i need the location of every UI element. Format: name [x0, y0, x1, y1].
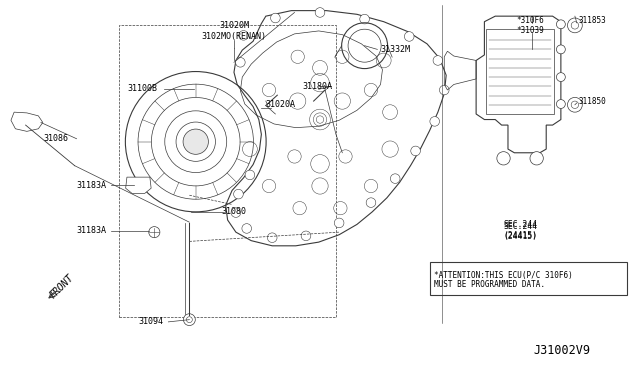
Bar [429, 262, 627, 295]
Text: 31100B: 31100B [127, 84, 157, 93]
Bar [486, 29, 554, 114]
Text: 31094: 31094 [139, 317, 164, 326]
Circle shape [440, 85, 449, 95]
Circle shape [404, 32, 414, 41]
Circle shape [239, 31, 248, 40]
Text: 31183A: 31183A [77, 182, 106, 190]
Circle shape [148, 227, 160, 238]
Circle shape [497, 152, 510, 165]
Circle shape [556, 20, 565, 29]
Circle shape [334, 218, 344, 228]
Circle shape [271, 13, 280, 23]
Text: J31002V9: J31002V9 [534, 344, 591, 357]
Text: *ATTENTION:THIS ECU(P/C 310F6): *ATTENTION:THIS ECU(P/C 310F6) [433, 271, 572, 280]
Polygon shape [125, 177, 151, 193]
Text: 31086: 31086 [44, 134, 68, 142]
Text: 31020A: 31020A [266, 100, 296, 109]
Circle shape [231, 208, 241, 217]
Text: MUST BE PROGRAMMED DATA.: MUST BE PROGRAMMED DATA. [433, 280, 545, 289]
Text: *310F6: *310F6 [516, 16, 544, 25]
Circle shape [183, 129, 209, 154]
Text: FRONT: FRONT [48, 273, 76, 300]
Circle shape [411, 146, 420, 156]
Text: (24415): (24415) [504, 232, 538, 241]
Circle shape [236, 58, 245, 67]
Circle shape [360, 14, 369, 24]
Circle shape [315, 8, 325, 17]
Circle shape [245, 170, 255, 180]
Circle shape [556, 45, 565, 54]
Circle shape [433, 56, 443, 65]
Text: SEC.244: SEC.244 [504, 220, 538, 230]
Circle shape [301, 231, 311, 241]
Circle shape [568, 97, 582, 112]
Text: 31183A: 31183A [77, 226, 106, 235]
Text: 311853: 311853 [578, 16, 606, 25]
Text: SEC.244: SEC.244 [504, 222, 538, 231]
Circle shape [366, 198, 376, 208]
Circle shape [242, 224, 252, 233]
Text: 311850: 311850 [578, 97, 606, 106]
Bar [119, 25, 336, 317]
Text: 3102MO(RENAN): 3102MO(RENAN) [202, 32, 266, 41]
Polygon shape [11, 112, 43, 131]
Circle shape [184, 314, 195, 326]
Circle shape [390, 174, 400, 183]
Circle shape [568, 18, 582, 33]
Text: *31039: *31039 [516, 26, 544, 35]
Text: 31080: 31080 [221, 207, 246, 217]
Text: 31332M: 31332M [381, 45, 410, 54]
Text: 31180A: 31180A [303, 82, 333, 91]
Text: 31020M: 31020M [219, 21, 249, 30]
Circle shape [234, 189, 243, 199]
Circle shape [430, 116, 440, 126]
Circle shape [556, 100, 565, 109]
Circle shape [530, 152, 543, 165]
Text: (24415): (24415) [504, 231, 538, 240]
Circle shape [268, 233, 277, 243]
Circle shape [556, 73, 565, 81]
